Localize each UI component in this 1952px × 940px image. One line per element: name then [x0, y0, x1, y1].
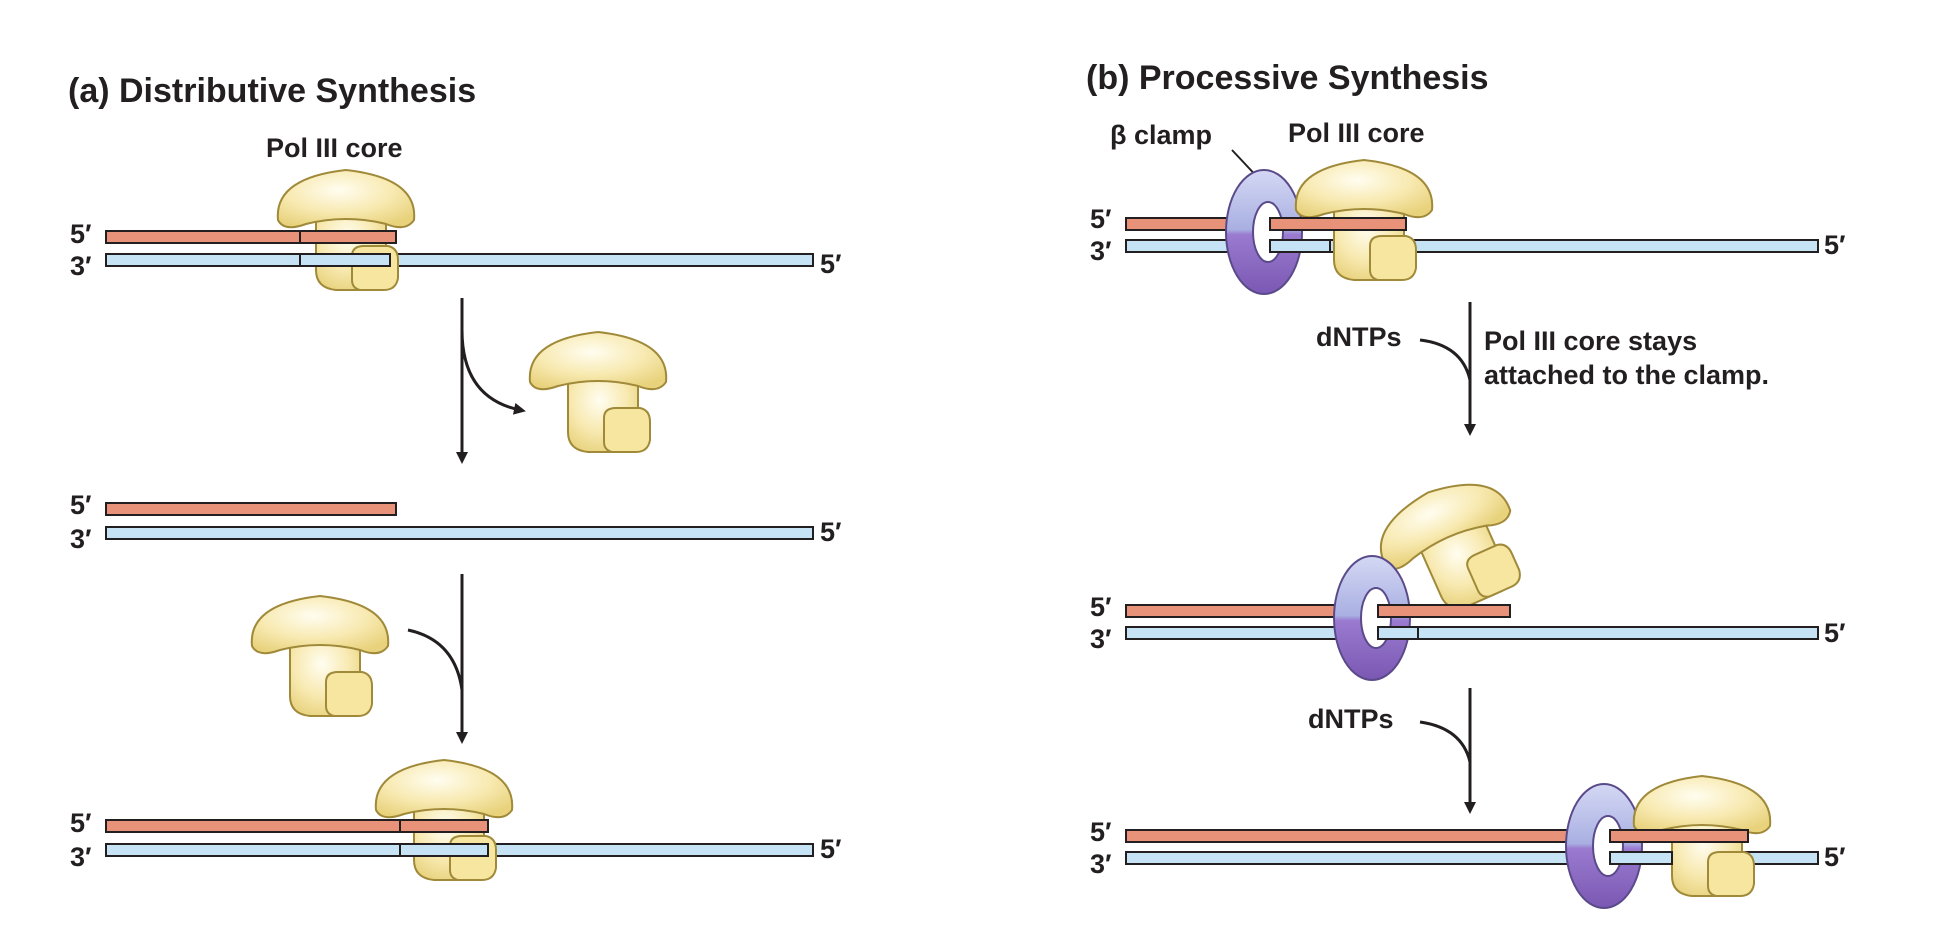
template-strand	[1377, 626, 1419, 640]
step-arrow-a2	[407, 574, 468, 744]
five-prime-end-label: 5′	[1824, 230, 1846, 260]
new-strand	[299, 230, 397, 244]
step-arrow-a1	[456, 298, 526, 464]
processivity-note-line1: Pol III core stays	[1484, 326, 1697, 356]
pol-iii-core-label-b: Pol III core	[1288, 118, 1425, 148]
step-arrow-b2	[1419, 688, 1476, 814]
three-prime-end-label: 3′	[70, 251, 92, 281]
dna-duplex-a2: 5′ 3′ 5′	[70, 490, 842, 554]
new-strand	[1269, 217, 1407, 231]
template-strand	[1269, 239, 1331, 253]
five-prime-end-label: 5′	[70, 490, 92, 520]
five-prime-end-label: 5′	[70, 219, 92, 249]
processivity-note-line2: attached to the clamp.	[1484, 360, 1769, 390]
dntps-label: dNTPs	[1316, 322, 1402, 352]
template-strand	[105, 253, 814, 267]
dna-duplex-a1: 5′ 3′ 5′	[70, 219, 842, 281]
panel-a: (a) Distributive Synthesis Pol III core …	[68, 72, 842, 881]
five-prime-end-label: 5′	[820, 517, 842, 547]
five-prime-end-label: 5′	[1090, 204, 1112, 234]
five-prime-end-label: 5′	[1090, 592, 1112, 622]
pol-iii-core-label-a: Pol III core	[266, 133, 403, 163]
new-strand	[105, 502, 397, 516]
three-prime-end-label: 3′	[1090, 624, 1112, 654]
template-strand	[299, 253, 391, 267]
pol-iii-core-icon	[528, 331, 668, 453]
five-prime-end-label: 5′	[820, 834, 842, 864]
five-prime-end-label: 5′	[1824, 842, 1846, 872]
beta-clamp-icon	[1225, 169, 1303, 295]
dna-duplex-b3: 5′ 3′ 5′	[1090, 817, 1846, 879]
five-prime-end-label: 5′	[1090, 817, 1112, 847]
template-strand	[105, 526, 814, 540]
beta-clamp-label: β clamp	[1110, 120, 1212, 150]
pol-iii-core-icon	[250, 595, 390, 717]
panel-a-title: (a) Distributive Synthesis	[68, 72, 476, 110]
template-strand	[399, 843, 489, 857]
new-strand	[1609, 829, 1749, 843]
dna-duplex-b1: 5′ 3′ 5′	[1090, 204, 1846, 266]
panel-b: (b) Processive Synthesis β clamp Pol III…	[1086, 59, 1846, 909]
five-prime-end-label: 5′	[70, 808, 92, 838]
template-strand	[1125, 626, 1819, 640]
three-prime-end-label: 3′	[1090, 849, 1112, 879]
beta-clamp-icon	[1565, 783, 1643, 909]
new-strand	[399, 819, 489, 833]
three-prime-end-label: 3′	[70, 842, 92, 872]
new-strand	[1377, 604, 1511, 618]
three-prime-end-label: 3′	[70, 524, 92, 554]
panel-b-title: (b) Processive Synthesis	[1086, 59, 1489, 97]
step-arrow-b1	[1419, 302, 1476, 436]
dna-duplex-a3: 5′ 3′ 5′	[70, 808, 842, 872]
template-strand	[1609, 851, 1673, 865]
five-prime-end-label: 5′	[1824, 618, 1846, 648]
three-prime-end-label: 3′	[1090, 236, 1112, 266]
dntps-label: dNTPs	[1308, 704, 1394, 734]
five-prime-end-label: 5′	[820, 249, 842, 279]
